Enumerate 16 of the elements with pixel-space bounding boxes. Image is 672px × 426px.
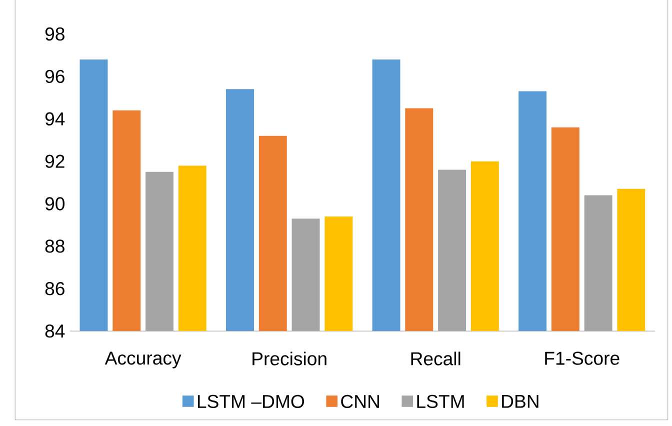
y-tick-label: 90 bbox=[45, 197, 65, 210]
y-tick-label: 84 bbox=[45, 324, 65, 338]
x-tick-label: Precision bbox=[252, 352, 326, 366]
legend-label: DBN bbox=[502, 395, 538, 408]
y-tick-label: 98 bbox=[45, 27, 64, 41]
x-tick-label: Accuracy bbox=[104, 352, 182, 368]
y-tick-label: 88 bbox=[45, 240, 64, 253]
y-tick-label: 94 bbox=[45, 112, 65, 126]
y-tick-label: 92 bbox=[45, 154, 64, 168]
x-tick-label: F1-Score bbox=[545, 352, 620, 365]
y-tick-label: 86 bbox=[45, 282, 64, 296]
legend-label: CNN bbox=[341, 394, 379, 408]
x-tick-label: Recall bbox=[411, 352, 460, 366]
y-tick-label: 96 bbox=[45, 70, 64, 84]
legend-label: LSTM bbox=[417, 394, 464, 408]
legend-label: LSTM –DMO bbox=[198, 394, 304, 408]
